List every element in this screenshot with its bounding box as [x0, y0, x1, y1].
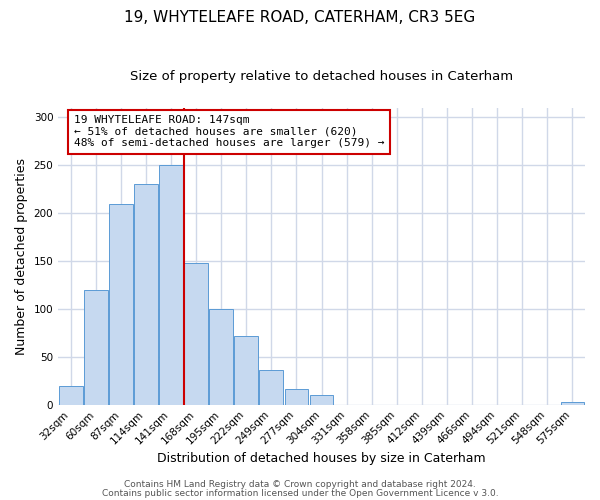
- Bar: [159, 166, 183, 404]
- Bar: [59, 386, 83, 404]
- X-axis label: Distribution of detached houses by size in Caterham: Distribution of detached houses by size …: [157, 452, 486, 465]
- Bar: [560, 402, 584, 404]
- Text: Contains HM Land Registry data © Crown copyright and database right 2024.: Contains HM Land Registry data © Crown c…: [124, 480, 476, 489]
- Bar: [84, 290, 108, 405]
- Title: Size of property relative to detached houses in Caterham: Size of property relative to detached ho…: [130, 70, 513, 83]
- Bar: [134, 184, 158, 404]
- Bar: [259, 370, 283, 404]
- Bar: [284, 390, 308, 404]
- Bar: [209, 309, 233, 404]
- Text: Contains public sector information licensed under the Open Government Licence v : Contains public sector information licen…: [101, 488, 499, 498]
- Bar: [184, 263, 208, 404]
- Text: 19, WHYTELEAFE ROAD, CATERHAM, CR3 5EG: 19, WHYTELEAFE ROAD, CATERHAM, CR3 5EG: [124, 10, 476, 25]
- Bar: [235, 336, 258, 404]
- Text: 19 WHYTELEAFE ROAD: 147sqm
← 51% of detached houses are smaller (620)
48% of sem: 19 WHYTELEAFE ROAD: 147sqm ← 51% of deta…: [74, 115, 385, 148]
- Y-axis label: Number of detached properties: Number of detached properties: [15, 158, 28, 355]
- Bar: [310, 395, 334, 404]
- Bar: [109, 204, 133, 404]
